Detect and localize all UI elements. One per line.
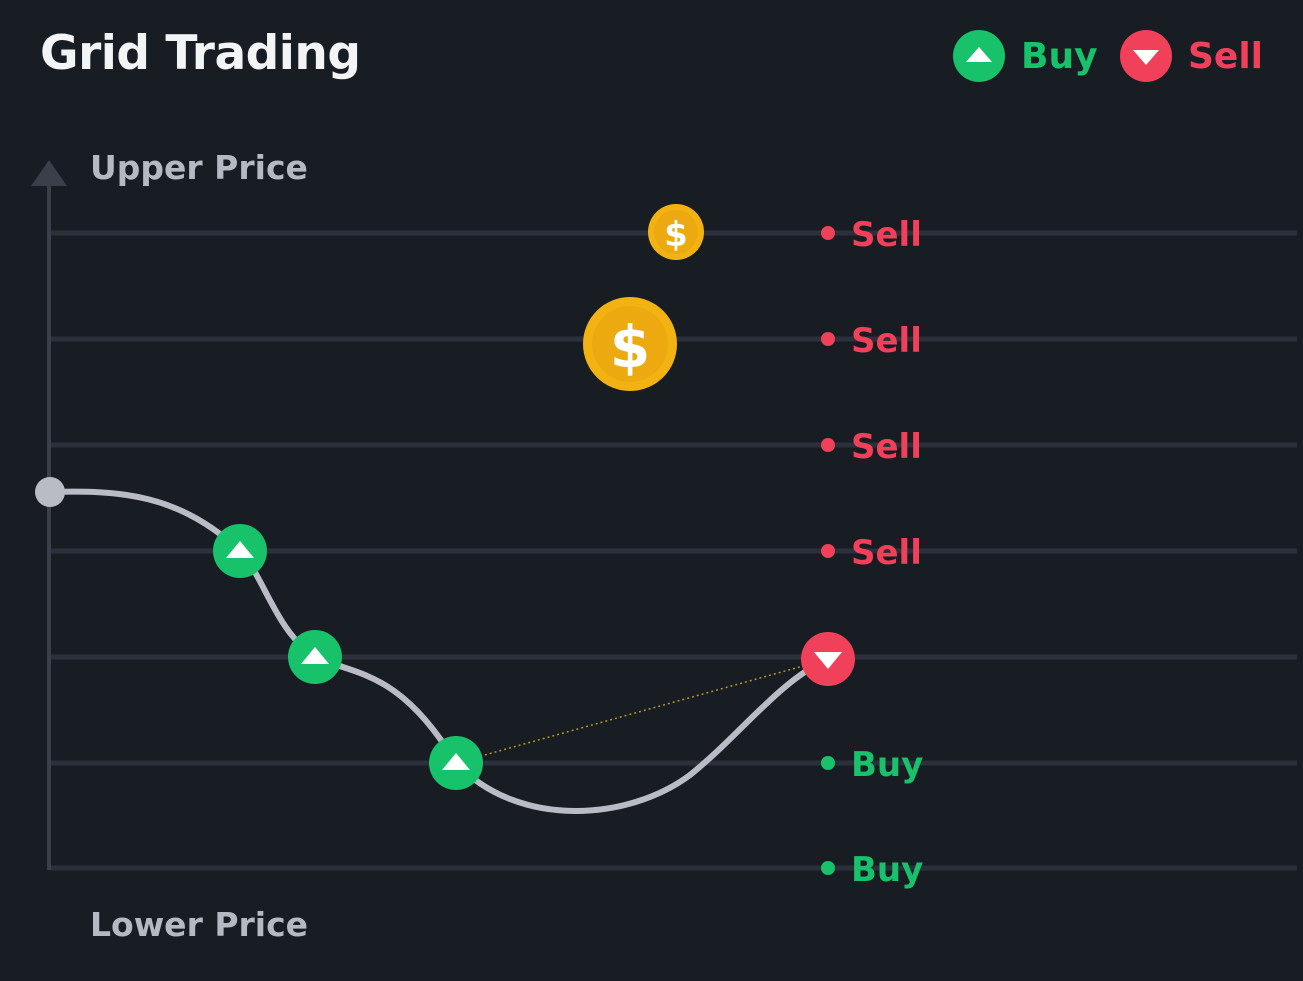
price-curve	[47, 488, 831, 814]
small-dollar-coin-icon: $	[648, 204, 704, 260]
page-title: Grid Trading	[40, 26, 361, 81]
buy-marker	[288, 630, 342, 684]
legend-sell-label: Sell	[1188, 35, 1264, 77]
sell-level-dot	[821, 226, 835, 240]
axis-arrow-icon	[31, 160, 67, 186]
buy-level-dot	[821, 861, 835, 875]
level-label-sell: Sell	[851, 533, 922, 573]
sell-level-dot	[821, 332, 835, 346]
level-label-buy: Buy	[851, 850, 924, 890]
legend-buy-label: Buy	[1021, 35, 1098, 77]
buy-marker	[213, 524, 267, 578]
level-label-sell: Sell	[851, 321, 922, 361]
level-label-buy: Buy	[851, 745, 924, 785]
sell-marker	[801, 632, 855, 686]
buy-triangle-icon	[953, 30, 1005, 82]
triangle-up-icon	[226, 541, 254, 558]
legend-buy: Buy	[953, 30, 1098, 82]
trade-link-line	[455, 658, 829, 764]
large-dollar-coin-icon: $	[583, 297, 677, 391]
lower-price-label: Lower Price	[90, 905, 309, 944]
start-price-point	[35, 477, 65, 507]
buy-level-dot	[821, 756, 835, 770]
triangle-down-icon	[814, 652, 842, 669]
level-label-sell: Sell	[851, 215, 922, 255]
coin-symbol: $	[610, 313, 650, 381]
buy-marker	[429, 736, 483, 790]
sell-triangle-icon	[1120, 30, 1172, 82]
sell-level-dot	[821, 438, 835, 452]
legend-sell: Sell	[1120, 30, 1263, 82]
upper-price-label: Upper Price	[90, 148, 308, 187]
triangle-up-icon	[442, 753, 470, 770]
coin-symbol: $	[664, 215, 688, 255]
level-label-sell: Sell	[851, 427, 922, 467]
triangle-up-icon	[301, 647, 329, 664]
sell-level-dot	[821, 544, 835, 558]
